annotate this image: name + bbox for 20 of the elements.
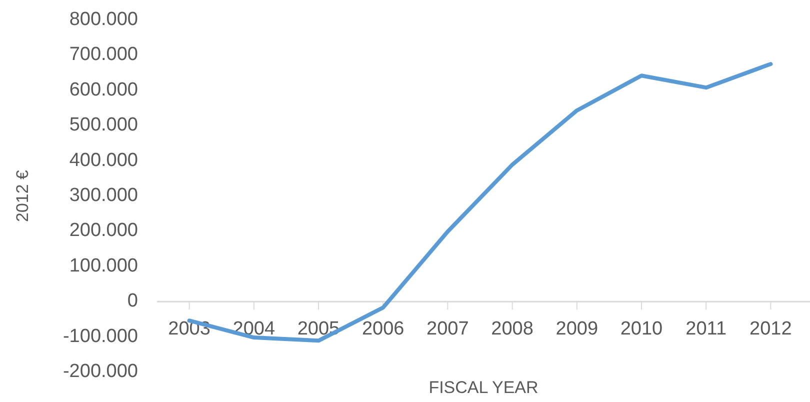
x-tick-label: 2010	[620, 318, 663, 340]
y-tick-label: -200.000	[62, 361, 138, 382]
x-tick-label: 2008	[491, 318, 534, 340]
y-tick-label: 100.000	[69, 255, 138, 276]
y-tick-label: 800.000	[69, 9, 138, 30]
y-axis-title: 2012 €	[13, 169, 32, 222]
x-tick-label: 2012	[750, 318, 792, 340]
y-tick-label: 0	[127, 290, 138, 312]
x-tick-label: 2006	[362, 318, 404, 340]
y-tick-label: 500.000	[69, 114, 138, 136]
y-tick-label: 400.000	[69, 150, 138, 171]
y-tick-label: 700.000	[69, 44, 138, 66]
y-tick-label: 300.000	[69, 185, 138, 206]
x-tick-label: 2009	[556, 318, 598, 340]
y-tick-label: 200.000	[69, 220, 138, 242]
x-axis-title: FISCAL YEAR	[428, 378, 538, 397]
x-tick-label: 2011	[686, 318, 727, 340]
y-tick-label: 600.000	[69, 79, 138, 100]
x-tick-label: 2007	[426, 318, 469, 340]
y-tick-label: -100.000	[62, 326, 138, 347]
